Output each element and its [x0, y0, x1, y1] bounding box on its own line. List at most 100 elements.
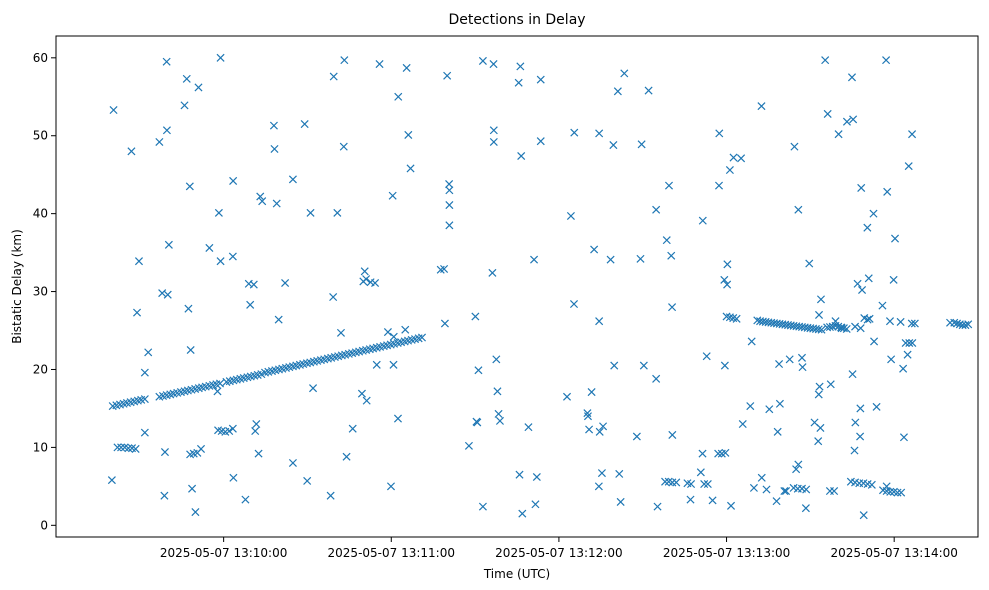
data-point [865, 314, 874, 323]
data-point [686, 495, 695, 504]
data-point [162, 126, 171, 135]
data-point [272, 199, 281, 208]
data-point [896, 317, 905, 326]
data-point [440, 264, 449, 273]
data-point [668, 430, 677, 439]
data-point [566, 211, 575, 221]
data-point [225, 427, 234, 436]
data-point [213, 387, 222, 396]
data-point [899, 364, 908, 373]
data-point [445, 180, 454, 189]
data-point [389, 360, 398, 369]
data-point [329, 72, 338, 81]
data-point [883, 187, 892, 196]
y-axis-label: Bistatic Delay (km) [10, 229, 24, 344]
data-point [188, 484, 197, 493]
data-point [837, 324, 846, 333]
data-point [375, 60, 384, 69]
data-point [606, 255, 615, 264]
data-point [531, 500, 540, 509]
x-axis-ticks: 2025-05-07 13:10:00 2025-05-07 13:11:00 20… [160, 537, 958, 560]
data-point [882, 56, 891, 65]
data-point [406, 164, 415, 173]
data-point [216, 257, 225, 266]
data-point [254, 449, 263, 458]
data-point [229, 473, 238, 482]
data-point [726, 501, 736, 510]
data-point [856, 432, 865, 441]
data-point [738, 419, 747, 429]
data-point [834, 130, 843, 139]
data-point [140, 428, 149, 437]
data-point [394, 92, 403, 101]
data-point [831, 317, 840, 326]
data-point [288, 458, 297, 468]
data-point [164, 240, 173, 249]
data-point [801, 504, 810, 513]
data-point [964, 320, 973, 329]
data-point [532, 472, 541, 482]
data-points [107, 53, 973, 520]
data-point [388, 191, 397, 200]
data-point [514, 78, 523, 87]
data-point [714, 181, 724, 190]
data-point [270, 144, 279, 154]
data-point [721, 448, 730, 457]
data-point [191, 508, 200, 517]
data-point [653, 502, 662, 511]
data-point [372, 360, 381, 369]
data-point [329, 292, 338, 302]
data-point [867, 480, 876, 489]
data-point [821, 56, 830, 65]
data-point [765, 405, 774, 414]
data-point [887, 355, 896, 364]
data-point [853, 279, 862, 288]
data-point [246, 300, 255, 309]
y-tick-label: 20 [33, 362, 48, 376]
data-point [856, 404, 865, 413]
data-point [471, 312, 480, 321]
data-point [723, 280, 732, 289]
data-point [737, 154, 746, 163]
data-point [746, 402, 755, 411]
data-point [516, 62, 525, 71]
data-point [445, 201, 454, 210]
data-point [536, 75, 545, 84]
data-point [300, 120, 309, 129]
data-point [393, 414, 403, 423]
data-point [775, 360, 784, 369]
data-point [389, 332, 398, 341]
data-point [162, 57, 171, 66]
data-point [839, 324, 848, 333]
data-point [124, 444, 133, 453]
x-tick-label: 2025-05-07 13:12:00 [495, 546, 622, 560]
data-point [140, 395, 149, 404]
data-point [885, 317, 895, 326]
data-point [417, 333, 427, 342]
data-point [863, 223, 872, 232]
y-axis-ticks: 0 10 20 30 40 50 60 [33, 51, 56, 532]
data-point [773, 427, 782, 436]
data-point [357, 389, 366, 398]
data-point [815, 382, 824, 391]
data-point [842, 117, 851, 126]
data-point [281, 278, 290, 288]
data-point [383, 328, 392, 337]
data-point [215, 379, 225, 388]
data-point [489, 60, 498, 69]
data-point [856, 324, 865, 333]
data-point [336, 328, 346, 337]
data-point [155, 137, 164, 146]
data-point [562, 392, 572, 401]
data-point [620, 69, 629, 78]
data-point [698, 216, 707, 225]
data-point [113, 443, 122, 452]
data-point [869, 209, 878, 218]
data-point [904, 162, 913, 171]
data-point [107, 476, 116, 485]
data-point [228, 424, 237, 433]
data-point [903, 350, 912, 359]
data-point [961, 321, 970, 330]
x-axis-label: Time (UTC) [483, 567, 550, 581]
data-point [817, 325, 826, 334]
